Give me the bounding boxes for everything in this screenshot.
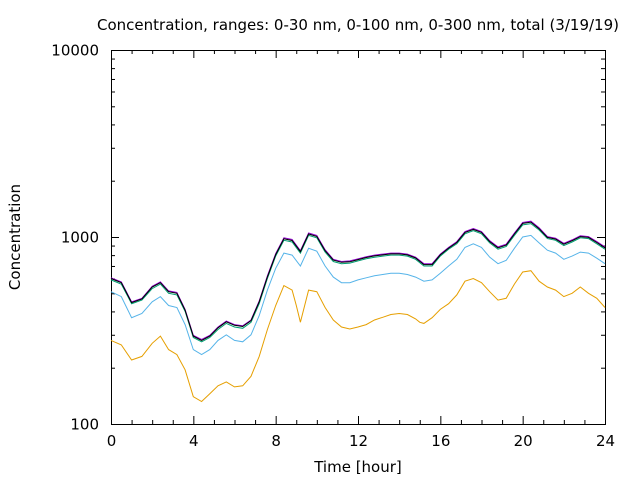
y-tick-label: 100 — [70, 416, 99, 434]
series-line-2 — [110, 234, 606, 356]
y-tick-label: 10000 — [51, 42, 99, 60]
series-line-3 — [110, 223, 606, 343]
series-line-5 — [110, 221, 606, 341]
x-tick-label: 0 — [107, 432, 117, 450]
x-tick-label: 24 — [596, 432, 615, 450]
x-axis-label: Time [hour] — [313, 458, 402, 476]
x-tick-label: 12 — [349, 432, 368, 450]
chart-title: Concentration, ranges: 0-30 nm, 0-100 nm… — [97, 16, 619, 34]
y-tick-label: 1000 — [61, 229, 99, 247]
plot-frame — [111, 50, 606, 425]
y-axis-label: Concentration — [6, 184, 24, 290]
x-tick-label: 8 — [271, 432, 281, 450]
x-tick-label: 16 — [431, 432, 450, 450]
series-lines — [110, 220, 606, 403]
axis-ticks — [111, 50, 606, 425]
axis-tick-labels: 0 4 8 12 16 20 24 100 1000 10000 — [51, 42, 615, 451]
series-line-1 — [110, 270, 606, 403]
x-tick-label: 20 — [514, 432, 533, 450]
x-tick-label: 4 — [189, 432, 199, 450]
series-line-4 — [110, 220, 606, 341]
